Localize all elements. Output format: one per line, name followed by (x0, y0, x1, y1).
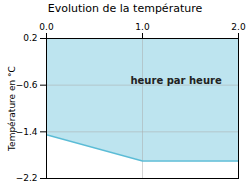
svg-text:Température en °C: Température en °C (7, 66, 17, 152)
svg-text:0.2: 0.2 (23, 33, 37, 43)
svg-text:1.0: 1.0 (135, 22, 150, 32)
svg-text:−1.4: −1.4 (16, 127, 38, 137)
svg-text:−2.2: −2.2 (16, 173, 38, 183)
html-text:Evolution de la température: Evolution de la température (47, 2, 203, 15)
svg-text:0.0: 0.0 (39, 22, 54, 32)
svg-text:heure par heure: heure par heure (130, 75, 221, 86)
svg-text:2.0: 2.0 (231, 22, 246, 32)
svg-text:−0.6: −0.6 (16, 80, 38, 90)
